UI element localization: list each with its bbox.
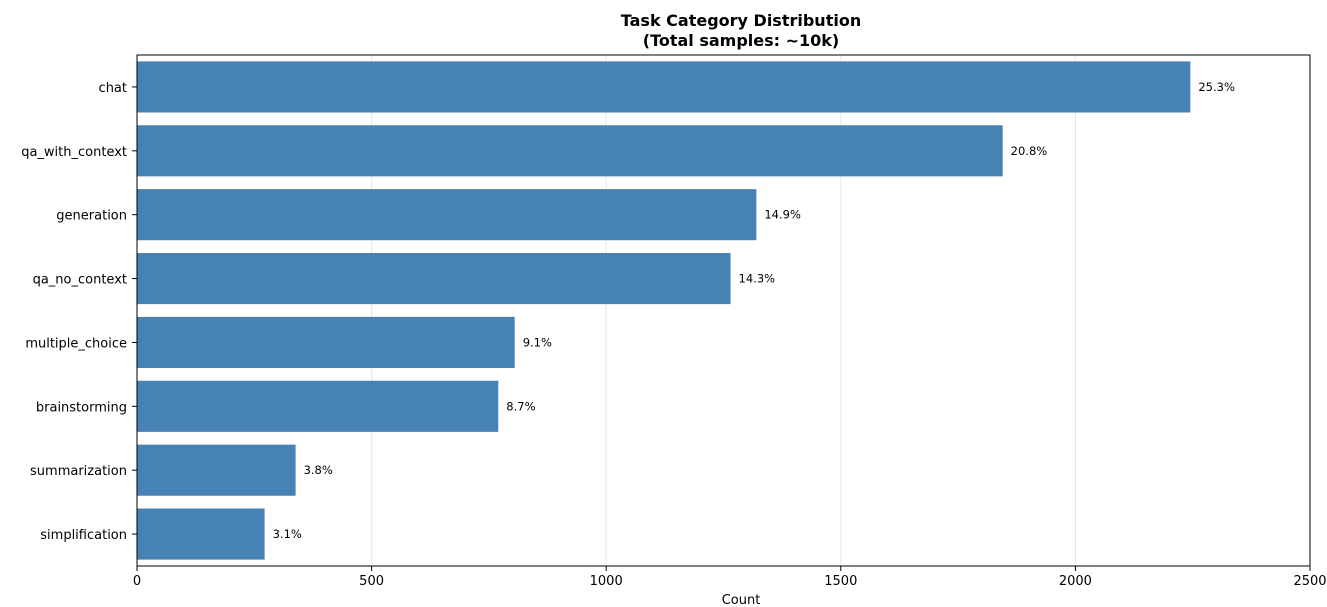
data-label: 8.7%	[506, 399, 535, 413]
bar-brainstorming	[137, 380, 499, 432]
y-tick-label: summarization	[30, 464, 127, 479]
data-label: 20.8%	[1011, 144, 1048, 158]
x-tick-label: 1500	[824, 574, 857, 589]
y-tick-label: qa_no_context	[33, 273, 127, 288]
y-tick-label: multiple_choice	[25, 336, 127, 351]
bar-summarization	[137, 444, 296, 496]
chart-subtitle: (Total samples: ~10k)	[643, 31, 840, 50]
x-tick-label: 2500	[1293, 574, 1326, 589]
x-axis-label: Count	[722, 593, 761, 607]
x-tick-label: 500	[359, 574, 384, 589]
x-tick-label: 0	[133, 574, 141, 589]
y-tick-label: chat	[99, 81, 127, 96]
data-label: 14.9%	[764, 208, 801, 222]
y-tick-label: generation	[56, 209, 127, 224]
chart-title: Task Category Distribution	[621, 11, 861, 30]
y-tick-label: simplification	[40, 528, 127, 543]
bar-chat	[137, 61, 1191, 113]
bar-qa-no-context	[137, 253, 731, 305]
data-label: 9.1%	[523, 335, 552, 349]
bar-multiple-choice	[137, 316, 515, 368]
data-label: 3.1%	[273, 527, 302, 541]
data-label: 3.8%	[304, 463, 333, 477]
bar-simplification	[137, 508, 265, 560]
data-label: 25.3%	[1198, 80, 1235, 94]
data-label: 14.3%	[739, 272, 776, 286]
x-axis-ticks: 0 500 1000 1500 2000 2500	[133, 566, 1327, 589]
y-tick-label: qa_with_context	[21, 145, 127, 160]
y-axis-categories: chat qa_with_context generation qa_no_conte…	[21, 81, 137, 543]
bars: 25.3% 20.8% 14.9% 14.3% 9.1% 8.7% 3.8% 3.1%	[137, 61, 1235, 560]
y-tick-label: brainstorming	[36, 400, 127, 415]
x-tick-label: 1000	[590, 574, 623, 589]
x-tick-label: 2000	[1059, 574, 1092, 589]
plot-frame	[136, 54, 1311, 567]
bar-generation	[137, 189, 757, 241]
bar-qa-with-context	[137, 125, 1003, 177]
